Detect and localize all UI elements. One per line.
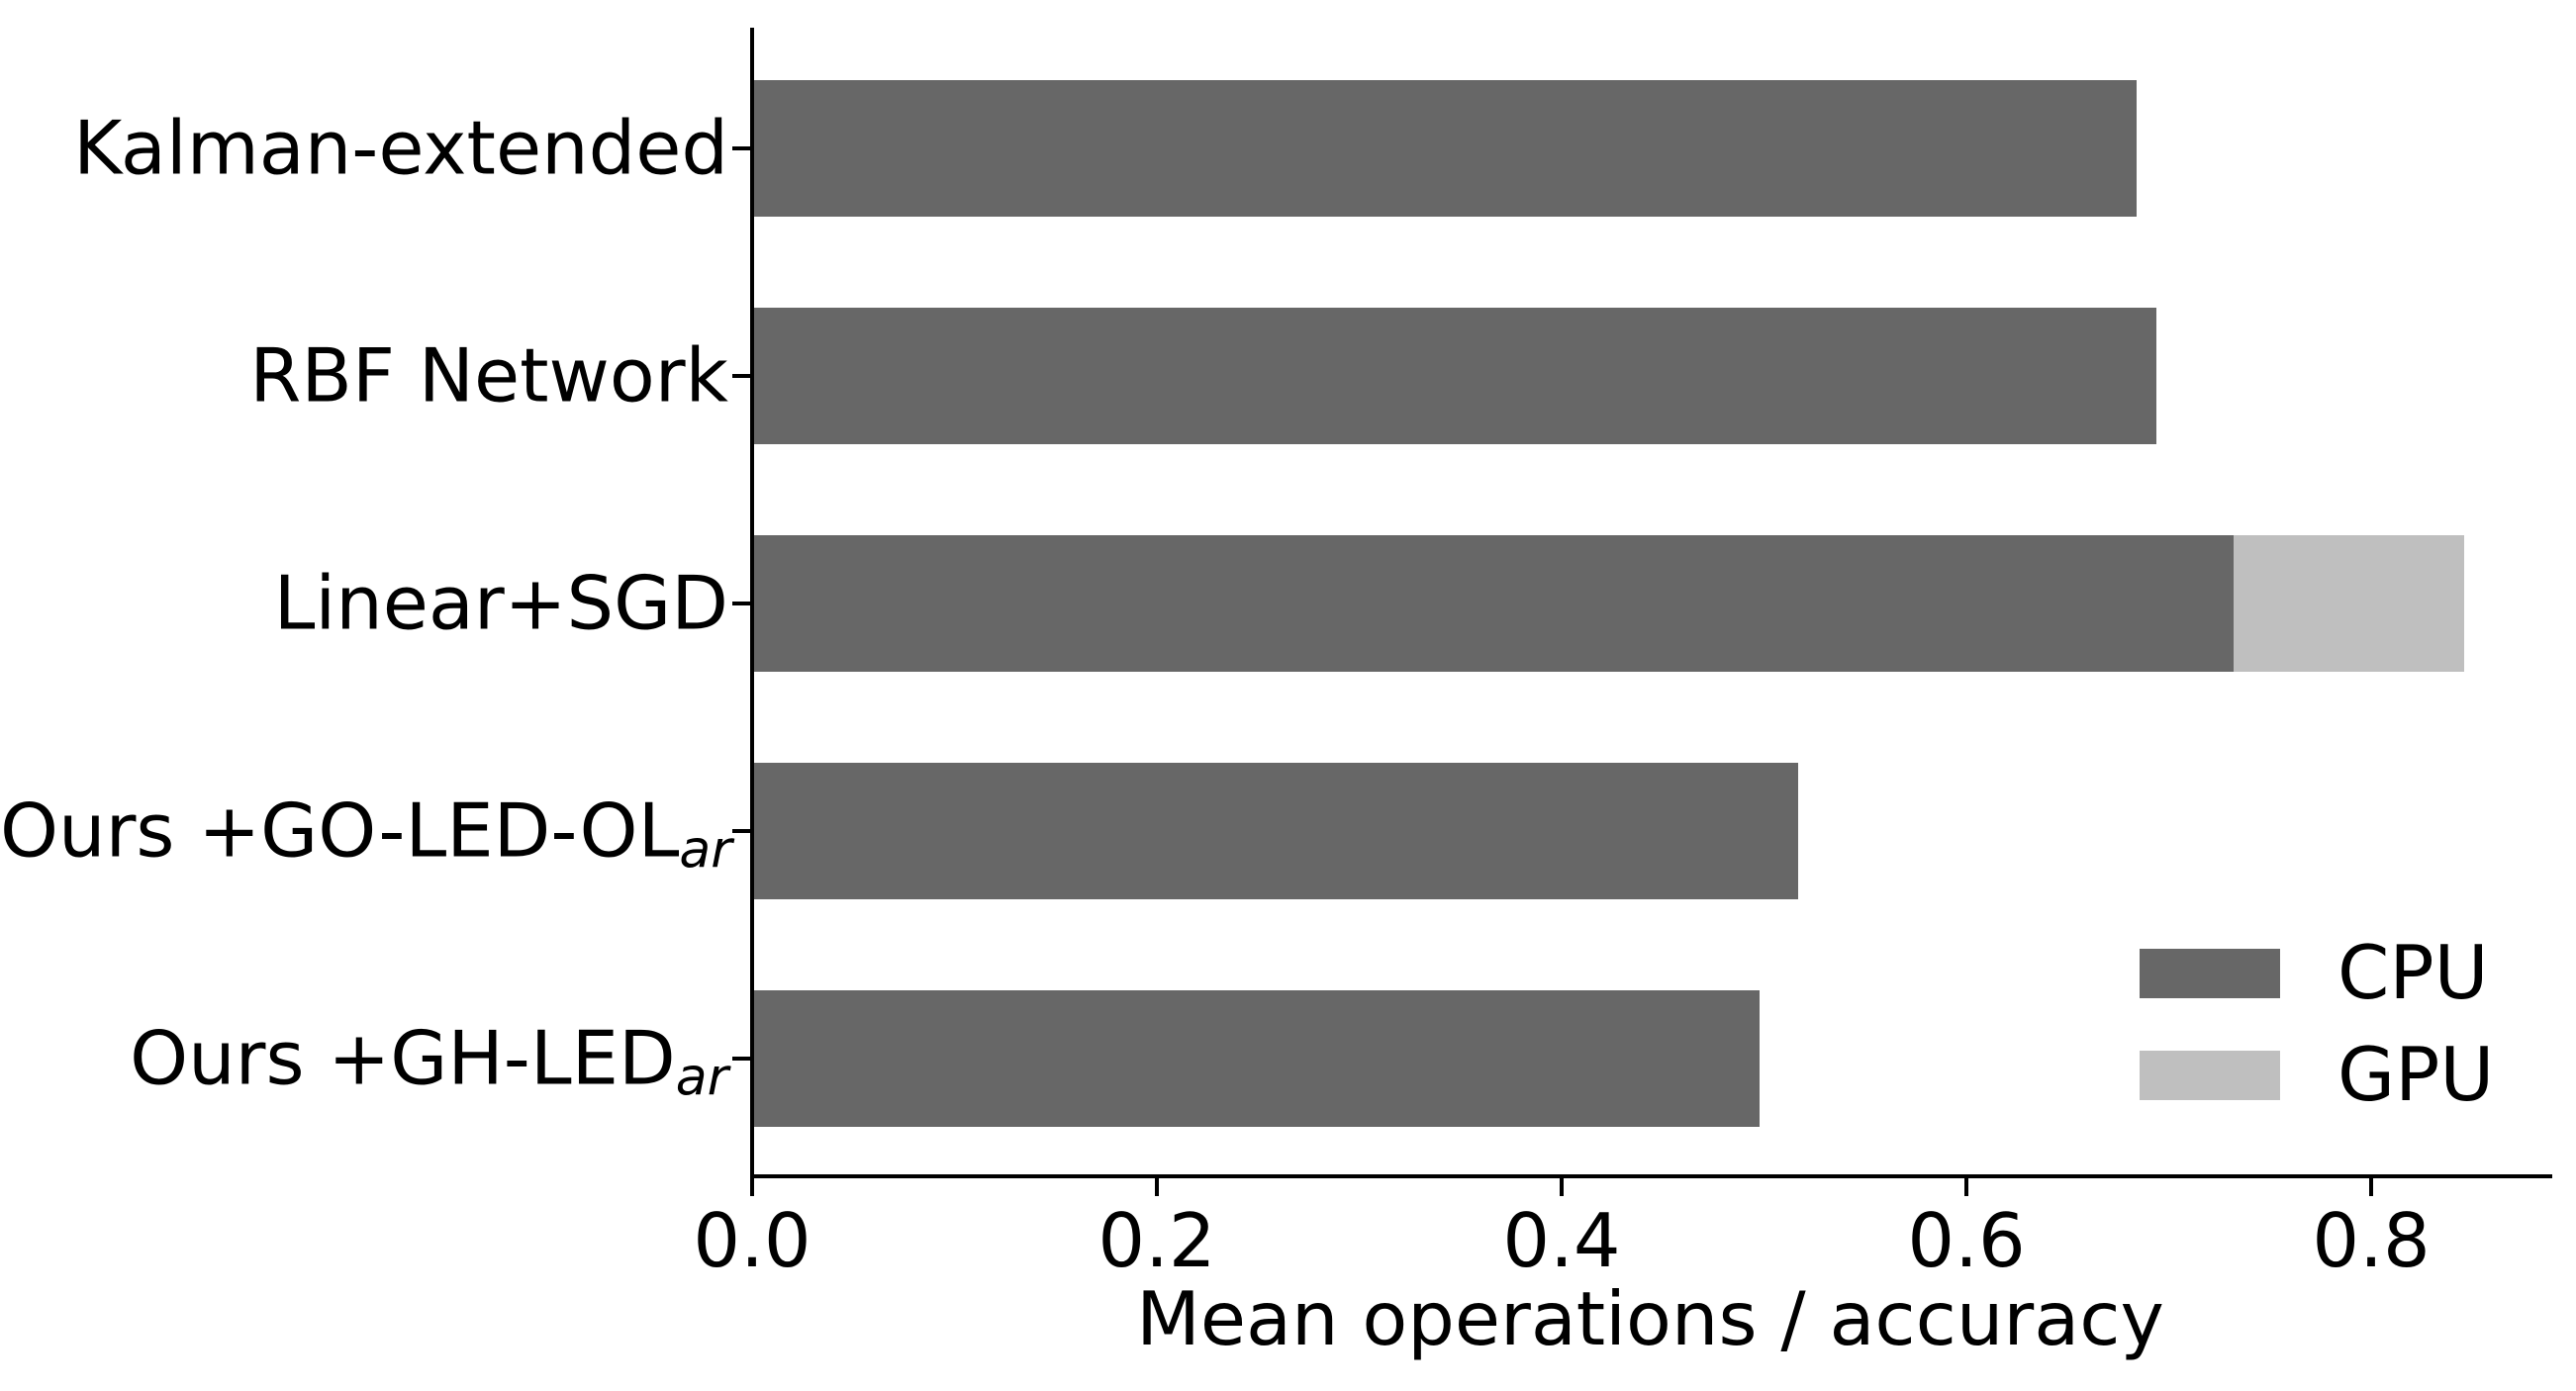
legend-swatch-cpu xyxy=(2140,948,2280,998)
legend-swatch-gpu xyxy=(2140,1050,2280,1100)
legend: CPU GPU xyxy=(2140,922,2494,1126)
y-tick xyxy=(732,146,750,150)
category-label-text: Linear+SGD xyxy=(273,559,728,647)
y-tick xyxy=(732,602,750,605)
bar-cpu-1 xyxy=(754,308,2157,444)
category-label-subscript: ar xyxy=(675,1048,728,1108)
x-tick xyxy=(1155,1178,1159,1196)
category-label-text: Kalman-extended xyxy=(73,104,728,192)
x-tick-label: 0.2 xyxy=(1097,1197,1216,1284)
x-tick xyxy=(1560,1178,1565,1196)
y-axis-spine xyxy=(750,28,754,1178)
category-label: Linear+SGD xyxy=(0,566,728,641)
x-axis-spine xyxy=(750,1174,2552,1178)
legend-label-gpu: GPU xyxy=(2337,1031,2495,1118)
category-label: Kalman-extended xyxy=(0,111,728,186)
bar-cpu-0 xyxy=(754,80,2137,217)
bar-cpu-3 xyxy=(754,763,1799,899)
x-tick-label: 0.0 xyxy=(693,1197,811,1284)
x-tick-label: 0.8 xyxy=(2312,1197,2431,1284)
category-label-subscript: ar xyxy=(679,820,732,881)
legend-row-gpu: GPU xyxy=(2140,1024,2494,1126)
bar-gpu-2 xyxy=(2233,535,2465,672)
category-label: RBF Network xyxy=(0,338,728,414)
x-tick-label: 0.4 xyxy=(1502,1197,1621,1284)
legend-label-cpu: CPU xyxy=(2337,929,2489,1016)
y-tick xyxy=(732,1057,750,1061)
x-tick xyxy=(2369,1178,2374,1196)
bar-cpu-2 xyxy=(754,535,2234,672)
category-label: Ours +GO-LED-OLar xyxy=(0,793,732,877)
bar-cpu-4 xyxy=(754,990,1761,1127)
x-axis-title: Mean operations / accuracy xyxy=(1136,1275,2164,1362)
x-tick-label: 0.6 xyxy=(1907,1197,2026,1284)
y-tick xyxy=(732,829,750,833)
category-label-text: Ours +GO-LED-OL xyxy=(0,787,680,875)
legend-row-cpu: CPU xyxy=(2140,922,2494,1024)
x-tick xyxy=(1964,1178,1969,1196)
category-label-text: RBF Network xyxy=(249,331,728,419)
category-label-text: Ours +GH-LED xyxy=(130,1014,676,1102)
x-tick xyxy=(750,1178,754,1196)
category-label: Ours +GH-LEDar xyxy=(0,1021,728,1104)
y-tick xyxy=(732,374,750,378)
